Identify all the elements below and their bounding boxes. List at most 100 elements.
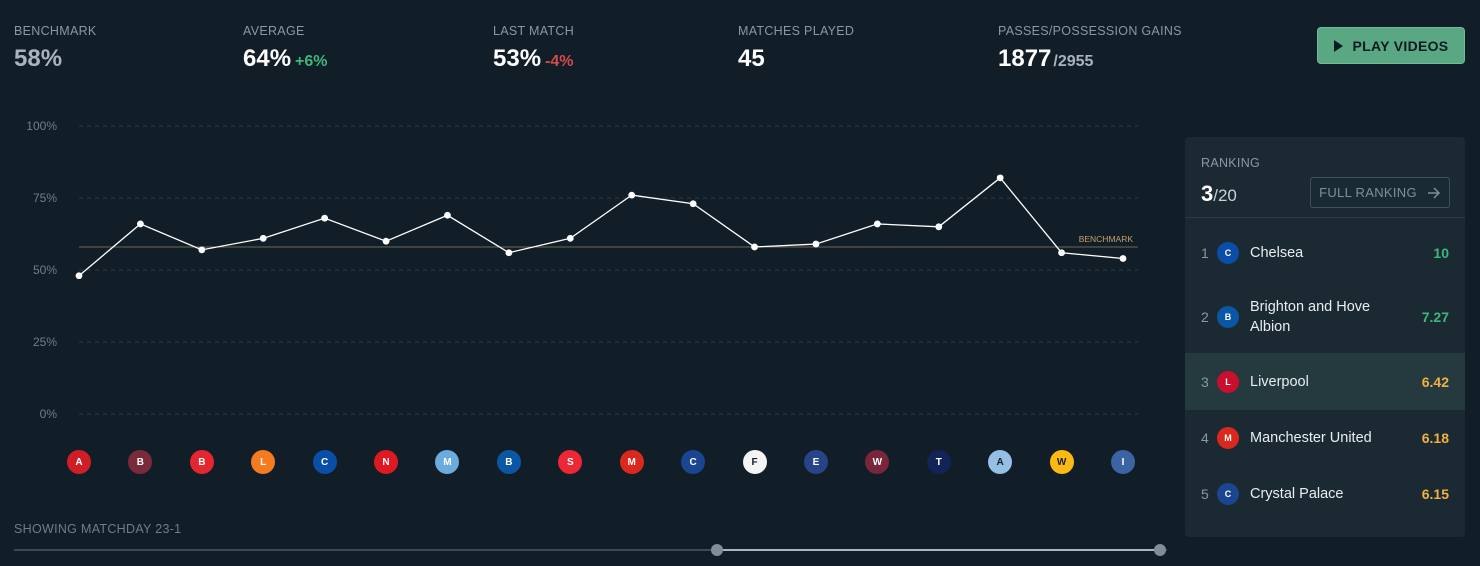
- team-crest-icon[interactable]: W: [1049, 450, 1074, 474]
- full-ranking-button[interactable]: FULL RANKING: [1310, 177, 1450, 208]
- rank-team-name: Chelsea: [1250, 245, 1304, 261]
- team-crest-icon[interactable]: B: [496, 450, 521, 474]
- stat-value: 53%: [493, 45, 542, 72]
- data-point[interactable]: [812, 240, 820, 248]
- team-crest-icon: M: [1217, 427, 1239, 449]
- data-point[interactable]: [751, 243, 758, 251]
- ranking-row[interactable]: 2 B Brighton and Hove Albion 7.27: [1185, 287, 1465, 347]
- data-point[interactable]: [382, 237, 390, 245]
- stat-matches-played: MATCHES PLAYED 45: [738, 24, 854, 73]
- ranking-row[interactable]: 5 C Crystal Palace 6.15: [1185, 466, 1465, 522]
- matchday-range-slider[interactable]: [14, 543, 1167, 557]
- data-point[interactable]: [75, 272, 83, 280]
- matchday-range-label: SHOWING MATCHDAY 23-1: [14, 522, 182, 536]
- data-point[interactable]: [259, 234, 267, 242]
- stat-label: LAST MATCH: [493, 24, 575, 38]
- stat-total: /2955: [1053, 53, 1094, 70]
- slider-selected-range: [717, 549, 1160, 551]
- stat-label: MATCHES PLAYED: [738, 24, 855, 38]
- team-crest-icon[interactable]: T: [926, 450, 951, 474]
- play-videos-button[interactable]: PLAY VIDEOS: [1317, 27, 1465, 64]
- rank-score: 6.18: [1421, 430, 1449, 446]
- team-crest-icon[interactable]: L: [251, 450, 276, 474]
- data-point[interactable]: [1119, 255, 1127, 262]
- team-crest-icon: C: [1217, 483, 1239, 505]
- stat-delta: +6%: [295, 53, 328, 70]
- ranking-row-current[interactable]: 3 L Liverpool 6.42: [1185, 353, 1465, 410]
- team-crest-icon[interactable]: S: [558, 450, 583, 474]
- team-crest-icon: C: [1217, 242, 1239, 264]
- slider-end-handle[interactable]: [1154, 544, 1166, 556]
- data-point[interactable]: [689, 200, 697, 208]
- stat-average: AVERAGE 64% +6%: [243, 24, 328, 73]
- stat-value: 64%: [243, 45, 292, 72]
- team-crest-icon[interactable]: F: [742, 450, 767, 474]
- data-point[interactable]: [1058, 249, 1065, 257]
- team-crest-icon[interactable]: I: [1111, 450, 1135, 474]
- ranking-total: /20: [1213, 186, 1237, 205]
- performance-line-chart: 100% 75% 50% 25% 0% BENCHMARK: [26, 119, 1138, 421]
- team-crest-icon[interactable]: W: [865, 450, 890, 474]
- arrow-right-icon: [1427, 186, 1440, 199]
- ranking-row[interactable]: 1 C Chelsea 10: [1185, 225, 1465, 281]
- rank-number: 3: [1201, 373, 1209, 390]
- slider-track: [14, 549, 1167, 551]
- data-point[interactable]: [321, 214, 329, 222]
- stat-value-row: 64% +6%: [243, 45, 328, 73]
- data-point[interactable]: [935, 223, 943, 231]
- team-crest-icon[interactable]: C: [681, 450, 706, 474]
- rank-number: 2: [1201, 309, 1209, 325]
- ranking-row[interactable]: 4 M Manchester United 6.18: [1185, 410, 1465, 466]
- stat-label: BENCHMARK: [14, 24, 97, 38]
- data-point[interactable]: [996, 174, 1004, 182]
- data-point[interactable]: [566, 234, 574, 242]
- y-tick-label: 50%: [33, 263, 57, 277]
- team-crest-icon: L: [1217, 370, 1239, 393]
- data-point[interactable]: [628, 191, 636, 199]
- rank-team-name: Brighton and Hove Albion: [1250, 299, 1371, 335]
- stat-value-row: 53% -4%: [493, 45, 574, 73]
- team-crest-icon[interactable]: A: [988, 450, 1013, 474]
- team-crest-icon[interactable]: N: [374, 450, 399, 474]
- rank-team-name: Manchester United: [1250, 430, 1372, 446]
- play-icon: [1333, 39, 1343, 52]
- data-point[interactable]: [505, 249, 513, 257]
- y-tick-label: 100%: [26, 119, 57, 133]
- rank-number: 4: [1201, 430, 1209, 446]
- slider-start-handle[interactable]: [711, 544, 723, 556]
- data-point[interactable]: [198, 246, 206, 254]
- rank-team-name: Liverpool: [1250, 373, 1309, 390]
- rank-score: 6.15: [1421, 486, 1449, 502]
- data-point[interactable]: [873, 220, 881, 228]
- rank-score: 10: [1433, 245, 1449, 261]
- stat-value: 58%: [14, 45, 63, 72]
- team-crest-icon[interactable]: M: [435, 450, 460, 474]
- stat-value-row: 1877/2955: [998, 45, 1182, 73]
- ranking-label: RANKING: [1201, 156, 1261, 170]
- rank-score: 7.27: [1421, 309, 1449, 325]
- rank-team-name: Crystal Palace: [1250, 486, 1344, 502]
- series-line: [78, 176, 1124, 277]
- team-crest-icon[interactable]: A: [67, 450, 91, 474]
- team-crest-icon: B: [1217, 306, 1239, 328]
- y-tick-label: 75%: [33, 191, 57, 205]
- rank-score: 6.42: [1421, 373, 1449, 390]
- ranking-panel: RANKING 3/20 FULL RANKING 1 C Chelsea 10…: [1185, 137, 1465, 537]
- data-point[interactable]: [444, 211, 451, 219]
- rank-number: 5: [1201, 486, 1209, 502]
- stat-passes: PASSES/POSSESSION GAINS 1877/2955: [998, 24, 1182, 73]
- rank-number: 1: [1201, 245, 1209, 261]
- ranking-position: 3/20: [1201, 181, 1237, 207]
- team-crest-icon[interactable]: B: [128, 450, 153, 474]
- ranking-divider: [1185, 217, 1465, 218]
- y-tick-label: 0%: [40, 407, 58, 421]
- data-point[interactable]: [137, 220, 144, 228]
- team-crest-icon[interactable]: M: [619, 450, 644, 474]
- team-crest-icon[interactable]: C: [312, 450, 337, 474]
- stat-label: PASSES/POSSESSION GAINS: [998, 24, 1182, 38]
- benchmark-label: BENCHMARK: [1079, 234, 1134, 244]
- team-crest-icon[interactable]: E: [803, 450, 828, 474]
- team-crest-icon[interactable]: B: [189, 450, 214, 474]
- stat-value: 45: [738, 45, 765, 72]
